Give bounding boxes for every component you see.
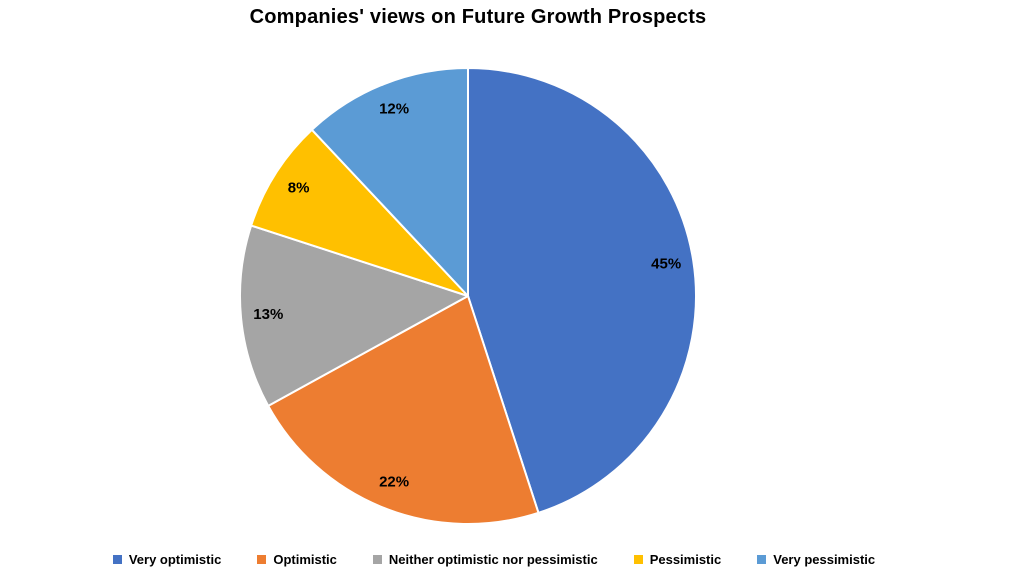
data-label-optimistic: 22% <box>379 474 409 491</box>
legend-label: Very optimistic <box>128 551 222 567</box>
legend-item-pessimistic: Pessimistic <box>633 551 722 567</box>
pie-slice-very-optimistic <box>467 67 697 514</box>
pie-slice-pessimistic <box>250 128 469 297</box>
legend-item-neither-optimistic-nor-pessimistic: Neither optimistic nor pessimistic <box>372 551 598 567</box>
data-label-neither-optimistic-nor-pessimistic: 13% <box>253 306 283 323</box>
legend-swatch-icon <box>372 554 382 564</box>
legend-swatch-icon <box>257 554 267 564</box>
pie-chart: 45% 22% 13% 8% 12% <box>239 67 697 525</box>
legend-swatch-icon <box>112 554 122 564</box>
legend-label: Pessimistic <box>649 551 722 567</box>
legend-swatch-icon <box>757 554 767 564</box>
pie-slice-very-pessimistic <box>310 67 469 297</box>
data-label-very-pessimistic: 12% <box>379 100 409 117</box>
data-label-pessimistic: 8% <box>288 179 310 196</box>
legend-item-optimistic: Optimistic <box>257 552 337 567</box>
legend-item-very-optimistic: Very optimistic <box>112 551 222 567</box>
legend: Very optimistic Optimistic Neither optimis… <box>0 549 988 569</box>
chart-title: Companies' views on Future Growth Prospe… <box>249 6 707 28</box>
legend-label: Very pessimistic <box>773 551 876 567</box>
legend-label: Optimistic <box>273 551 337 567</box>
legend-swatch-icon <box>633 554 643 564</box>
legend-label: Neither optimistic nor pessimistic <box>388 551 598 567</box>
pie-slice-optimistic <box>267 295 540 525</box>
pie-slice-neither-optimistic-nor-pessimistic <box>239 224 469 407</box>
legend-item-very-pessimistic: Very pessimistic <box>757 552 875 567</box>
data-label-very-optimistic: 45% <box>651 256 681 273</box>
